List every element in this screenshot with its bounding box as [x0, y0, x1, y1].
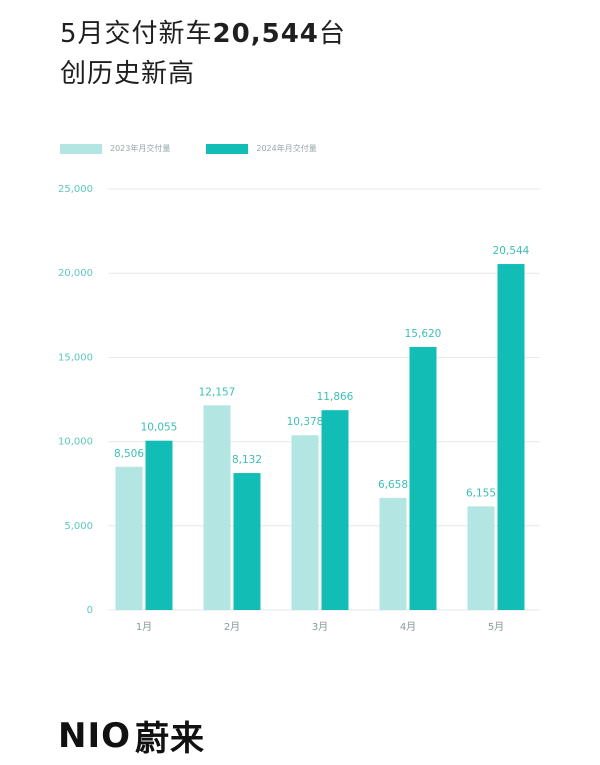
bar-2023	[467, 506, 495, 610]
x-tick-label: 2月	[224, 621, 240, 633]
legend-item-2024: 2024年月交付量	[206, 143, 317, 154]
labels-layer: 8,506 10,055 1月 12,157 8,132 2月 10,378 11,866 3月…	[114, 245, 530, 633]
legend-item-2023: 2023年月交付量	[60, 143, 170, 154]
logo-cjk: 蔚来	[135, 719, 206, 759]
data-label: 20,544	[493, 245, 530, 257]
data-label: 10,055	[141, 422, 178, 434]
logo-latin: NIO	[58, 715, 132, 756]
y-tick-label: 25,000	[58, 184, 93, 195]
x-tick-label: 1月	[136, 621, 152, 633]
y-tick-label: 0	[87, 605, 93, 616]
legend-label-2024: 2024年月交付量	[256, 144, 317, 153]
data-label: 8,506	[114, 448, 144, 460]
y-tick-label: 5,000	[64, 521, 93, 532]
data-label: 8,132	[232, 454, 262, 466]
bar-2023	[115, 466, 143, 610]
legend-swatch-2024	[206, 143, 249, 154]
x-tick-label: 4月	[400, 621, 416, 633]
headline-number: 20,544	[212, 19, 319, 49]
legend-swatch-2023	[60, 143, 102, 154]
y-tick-label: 20,000	[58, 268, 93, 279]
legend-label-2023: 2023年月交付量	[110, 144, 171, 153]
bar-2024	[145, 440, 173, 610]
nio-logo: NIO 蔚来	[58, 711, 205, 760]
bar-chart: 0 5,000 10,000 15,000 20,000 25,000 8,506 10,0…	[58, 184, 540, 633]
bars-layer	[115, 264, 525, 610]
data-label: 6,155	[466, 487, 496, 499]
data-label: 12,157	[199, 386, 236, 398]
headline-suffix: 台	[318, 19, 346, 49]
bar-2023	[203, 405, 231, 610]
x-tick-label: 3月	[312, 621, 328, 633]
data-label: 15,620	[405, 328, 442, 340]
chart-legend: 2023年月交付量 2024年月交付量	[60, 143, 353, 154]
headline: 5月交付新车20,544台 创历史新高	[60, 14, 346, 94]
bar-2024	[409, 346, 437, 610]
x-tick-label: 5月	[488, 621, 504, 633]
data-label: 6,658	[378, 479, 408, 491]
bar-2023	[379, 497, 407, 610]
headline-prefix: 5月交付新车	[60, 19, 213, 49]
headline-line-1: 5月交付新车20,544台	[60, 14, 346, 54]
bar-2024	[497, 264, 525, 610]
headline-line-2: 创历史新高	[60, 59, 196, 89]
y-tick-label: 15,000	[58, 352, 93, 363]
bar-2024	[233, 473, 261, 610]
bar-2023	[291, 435, 319, 610]
y-tick-label: 10,000	[58, 437, 93, 448]
data-label: 10,378	[287, 416, 324, 428]
bar-2024	[321, 410, 349, 610]
data-label: 11,866	[317, 391, 354, 403]
